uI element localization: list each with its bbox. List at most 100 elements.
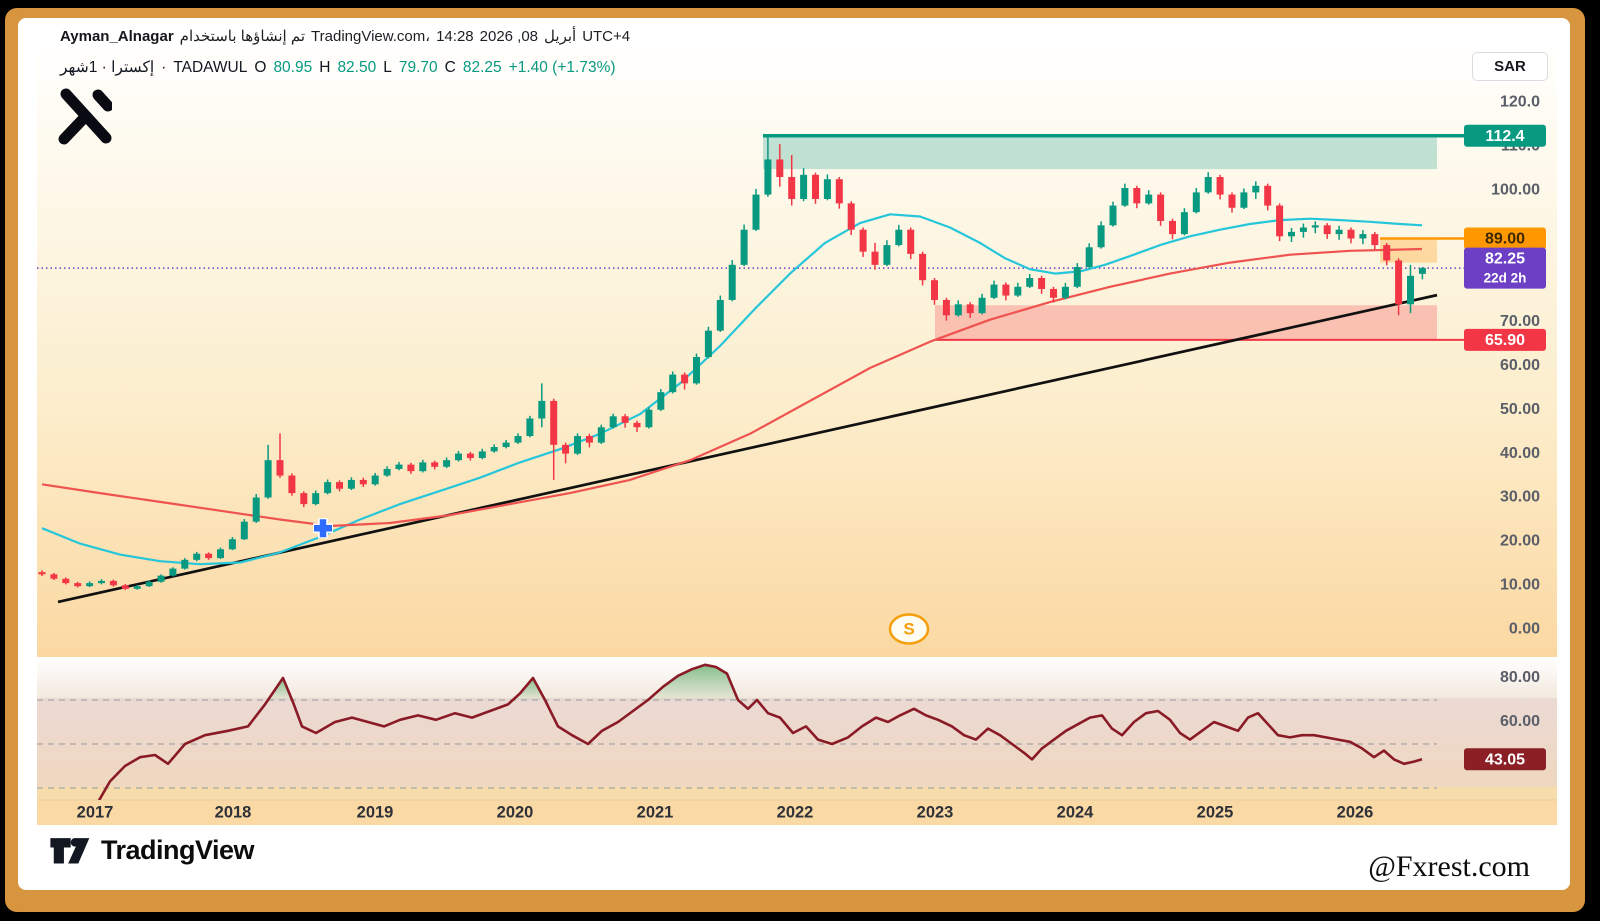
rsi-overbought-fill bbox=[268, 678, 293, 700]
candle-body bbox=[490, 447, 498, 452]
candle-body bbox=[383, 468, 391, 476]
candle-body bbox=[1418, 268, 1426, 274]
candle-body bbox=[645, 409, 653, 428]
s-badge-icon: S bbox=[888, 613, 930, 645]
high-label: H bbox=[319, 59, 331, 76]
candle-body bbox=[716, 299, 724, 331]
year-tick-2026[interactable]: 2026 bbox=[1337, 803, 1374, 821]
candle-body bbox=[1335, 229, 1343, 235]
candle-body bbox=[1383, 245, 1391, 261]
candle-body bbox=[657, 392, 665, 410]
candle-body bbox=[1359, 234, 1367, 239]
candle-body bbox=[419, 462, 427, 472]
candle-body bbox=[800, 174, 808, 199]
candle-body bbox=[466, 453, 474, 458]
candle-body bbox=[514, 436, 522, 443]
candle-body bbox=[764, 159, 772, 195]
candle-body bbox=[109, 580, 117, 586]
candle-body bbox=[98, 580, 105, 584]
candle-body bbox=[205, 553, 213, 559]
rsi-pane-low-bg bbox=[37, 787, 1557, 800]
candle-body bbox=[1347, 229, 1355, 239]
candle-body bbox=[990, 284, 998, 298]
candle-body bbox=[823, 179, 831, 199]
candle-body bbox=[550, 400, 558, 445]
candle-body bbox=[526, 418, 534, 437]
candle-body bbox=[431, 462, 439, 467]
candle-body bbox=[859, 229, 867, 252]
support-trendline[interactable] bbox=[57, 293, 1438, 604]
candle-body bbox=[907, 229, 915, 254]
price-chart[interactable]: S120.0110.0100.0090.0080.0070.0060.0050.… bbox=[37, 50, 1557, 825]
svg-text:89.00: 89.00 bbox=[1485, 231, 1525, 248]
price-tick: 40.00 bbox=[1500, 445, 1540, 462]
ma-fast-line bbox=[41, 213, 1423, 566]
trendline-anchor-icon[interactable] bbox=[313, 518, 333, 539]
candle-body bbox=[1157, 194, 1165, 221]
year-tick-2024[interactable]: 2024 bbox=[1057, 803, 1095, 821]
open-label: O bbox=[254, 59, 267, 76]
price-label-82.25: 82.25 22d 2h bbox=[1464, 247, 1546, 289]
candle-body bbox=[788, 177, 796, 199]
year-tick-2025[interactable]: 2025 bbox=[1197, 803, 1234, 821]
candle-body bbox=[1240, 192, 1248, 208]
candle-body bbox=[942, 299, 950, 316]
exchange-name[interactable]: TADAWUL bbox=[173, 59, 248, 76]
currency-button[interactable]: SAR bbox=[1472, 52, 1548, 81]
author-name: Ayman_Alnagar bbox=[60, 28, 174, 45]
candle-body bbox=[1252, 185, 1260, 193]
candle-body bbox=[74, 583, 82, 587]
candle-body bbox=[1038, 278, 1046, 289]
candle-body bbox=[50, 574, 58, 579]
candle-body bbox=[228, 539, 236, 550]
candle-body bbox=[478, 451, 486, 458]
candle-body bbox=[1026, 278, 1034, 287]
candle-body bbox=[1097, 225, 1105, 248]
tradingview-wordmark: TradingView bbox=[101, 834, 255, 865]
snapshot-time: 14:28 bbox=[436, 28, 474, 45]
year-tick-2017[interactable]: 2017 bbox=[77, 803, 114, 821]
candle-body bbox=[966, 304, 974, 314]
candle-body bbox=[443, 460, 451, 467]
tradingview-icon bbox=[50, 838, 90, 864]
candle-body bbox=[835, 179, 843, 204]
candle-body bbox=[1407, 275, 1414, 305]
price-tick: 120.0 bbox=[1500, 94, 1540, 111]
rsi-pane-top-bg bbox=[37, 657, 1557, 698]
candle-body bbox=[812, 174, 819, 199]
rsi-overbought-fill bbox=[512, 678, 545, 700]
candle-body bbox=[121, 585, 129, 589]
candle-body bbox=[895, 229, 903, 246]
year-tick-2019[interactable]: 2019 bbox=[357, 803, 394, 821]
demand-zone bbox=[935, 305, 1437, 340]
price-tick: 70.00 bbox=[1500, 313, 1540, 330]
candle-body bbox=[728, 264, 736, 300]
candle-body bbox=[264, 460, 272, 498]
candle-body bbox=[1395, 260, 1403, 305]
candle-body bbox=[86, 583, 94, 587]
year-tick-2021[interactable]: 2021 bbox=[637, 803, 674, 821]
year-tick-2020[interactable]: 2020 bbox=[497, 803, 534, 821]
year-tick-2022[interactable]: 2022 bbox=[777, 803, 814, 821]
year-tick-2023[interactable]: 2023 bbox=[917, 803, 954, 821]
candle-body bbox=[1371, 234, 1379, 246]
price-tick: 0.00 bbox=[1509, 620, 1540, 637]
year-tick-2018[interactable]: 2018 bbox=[215, 803, 252, 821]
candle-body bbox=[455, 453, 462, 461]
candle-body bbox=[931, 280, 938, 300]
candle-body bbox=[538, 400, 546, 419]
svg-text:22d 2h: 22d 2h bbox=[1484, 271, 1527, 286]
candle-body bbox=[324, 482, 332, 494]
candle-body bbox=[1073, 267, 1081, 287]
candle-body bbox=[597, 427, 605, 443]
svg-text:65.90: 65.90 bbox=[1485, 332, 1525, 349]
close-value: 82.25 bbox=[462, 59, 502, 76]
symbol-and-interval[interactable]: إكسترا · 1شهر bbox=[60, 59, 155, 76]
close-label: C bbox=[444, 59, 456, 76]
candle-body bbox=[574, 436, 581, 454]
rsi-line bbox=[84, 663, 1423, 800]
candle-body bbox=[1002, 284, 1010, 296]
time-axis-strip bbox=[37, 800, 1557, 825]
